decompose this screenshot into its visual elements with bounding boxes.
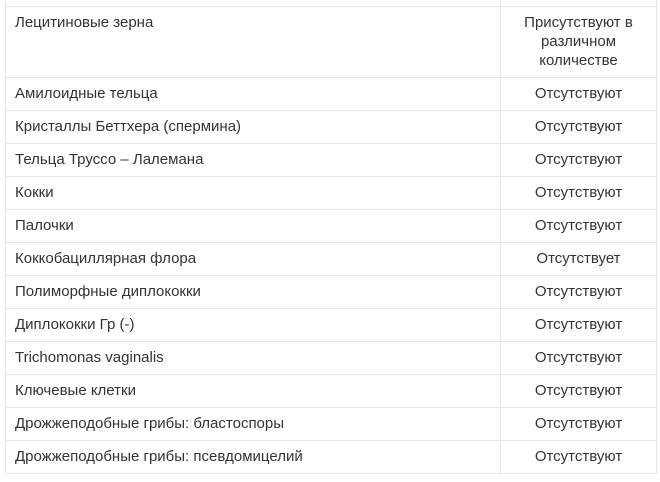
table-row: Кристаллы Беттхера (спермина) Отсутствуют	[5, 110, 657, 144]
parameter-value: Отсутствуют	[500, 440, 657, 474]
table-row: Коккобациллярная флора Отсутствует	[5, 242, 657, 276]
parameter-name: Диплококки Гр (-)	[5, 308, 501, 342]
parameter-name: Амилоидные тельца	[5, 77, 501, 111]
parameter-name: Дрожжеподобные грибы: бластоспоры	[5, 407, 501, 441]
table-row: Палочки Отсутствуют	[5, 209, 657, 243]
table-row: Дрожжеподобные грибы: бластоспоры Отсутст…	[5, 407, 657, 441]
parameter-name: Тельца Труссо – Лалемана	[5, 143, 501, 177]
parameter-name: Trichomonas vaginalis	[5, 341, 501, 375]
parameter-name: Лецитиновые зерна	[5, 6, 501, 78]
parameter-value: Отсутствуют	[500, 143, 657, 177]
table-row: Кокки Отсутствуют	[5, 176, 657, 210]
parameter-value: Отсутствуют	[500, 176, 657, 210]
table-row: Тельца Труссо – Лалемана Отсутствуют	[5, 143, 657, 177]
table-row: Дрожжеподобные грибы: псевдомицелий Отсут…	[5, 440, 657, 474]
parameter-name: Палочки	[5, 209, 501, 243]
results-table: Лецитиновые зерна Присутствуют в различно…	[5, 0, 657, 474]
table-row: Trichomonas vaginalis Отсутствуют	[5, 341, 657, 375]
parameter-value: Отсутствуют	[500, 110, 657, 144]
parameter-name: Коккобациллярная флора	[5, 242, 501, 276]
parameter-name: Полиморфные диплококки	[5, 275, 501, 309]
parameter-value: Отсутствуют	[500, 275, 657, 309]
parameter-value: Отсутствуют	[500, 374, 657, 408]
parameter-value: Отсутствуют	[500, 407, 657, 441]
parameter-value: Присутствуют в различном количестве	[500, 6, 657, 78]
parameter-name: Кристаллы Беттхера (спермина)	[5, 110, 501, 144]
parameter-value: Отсутствуют	[500, 308, 657, 342]
table-row: Полиморфные диплококки Отсутствуют	[5, 275, 657, 309]
table-row: Лецитиновые зерна Присутствуют в различно…	[5, 6, 657, 78]
parameter-name: Ключевые клетки	[5, 374, 501, 408]
table-row: Диплококки Гр (-) Отсутствуют	[5, 308, 657, 342]
parameter-value: Отсутствуют	[500, 209, 657, 243]
parameter-value: Отсутствуют	[500, 77, 657, 111]
parameter-name: Дрожжеподобные грибы: псевдомицелий	[5, 440, 501, 474]
parameter-value: Отсутствует	[500, 242, 657, 276]
table-row: Амилоидные тельца Отсутствуют	[5, 77, 657, 111]
parameter-name: Кокки	[5, 176, 501, 210]
table-row: Ключевые клетки Отсутствуют	[5, 374, 657, 408]
parameter-value: Отсутствуют	[500, 341, 657, 375]
